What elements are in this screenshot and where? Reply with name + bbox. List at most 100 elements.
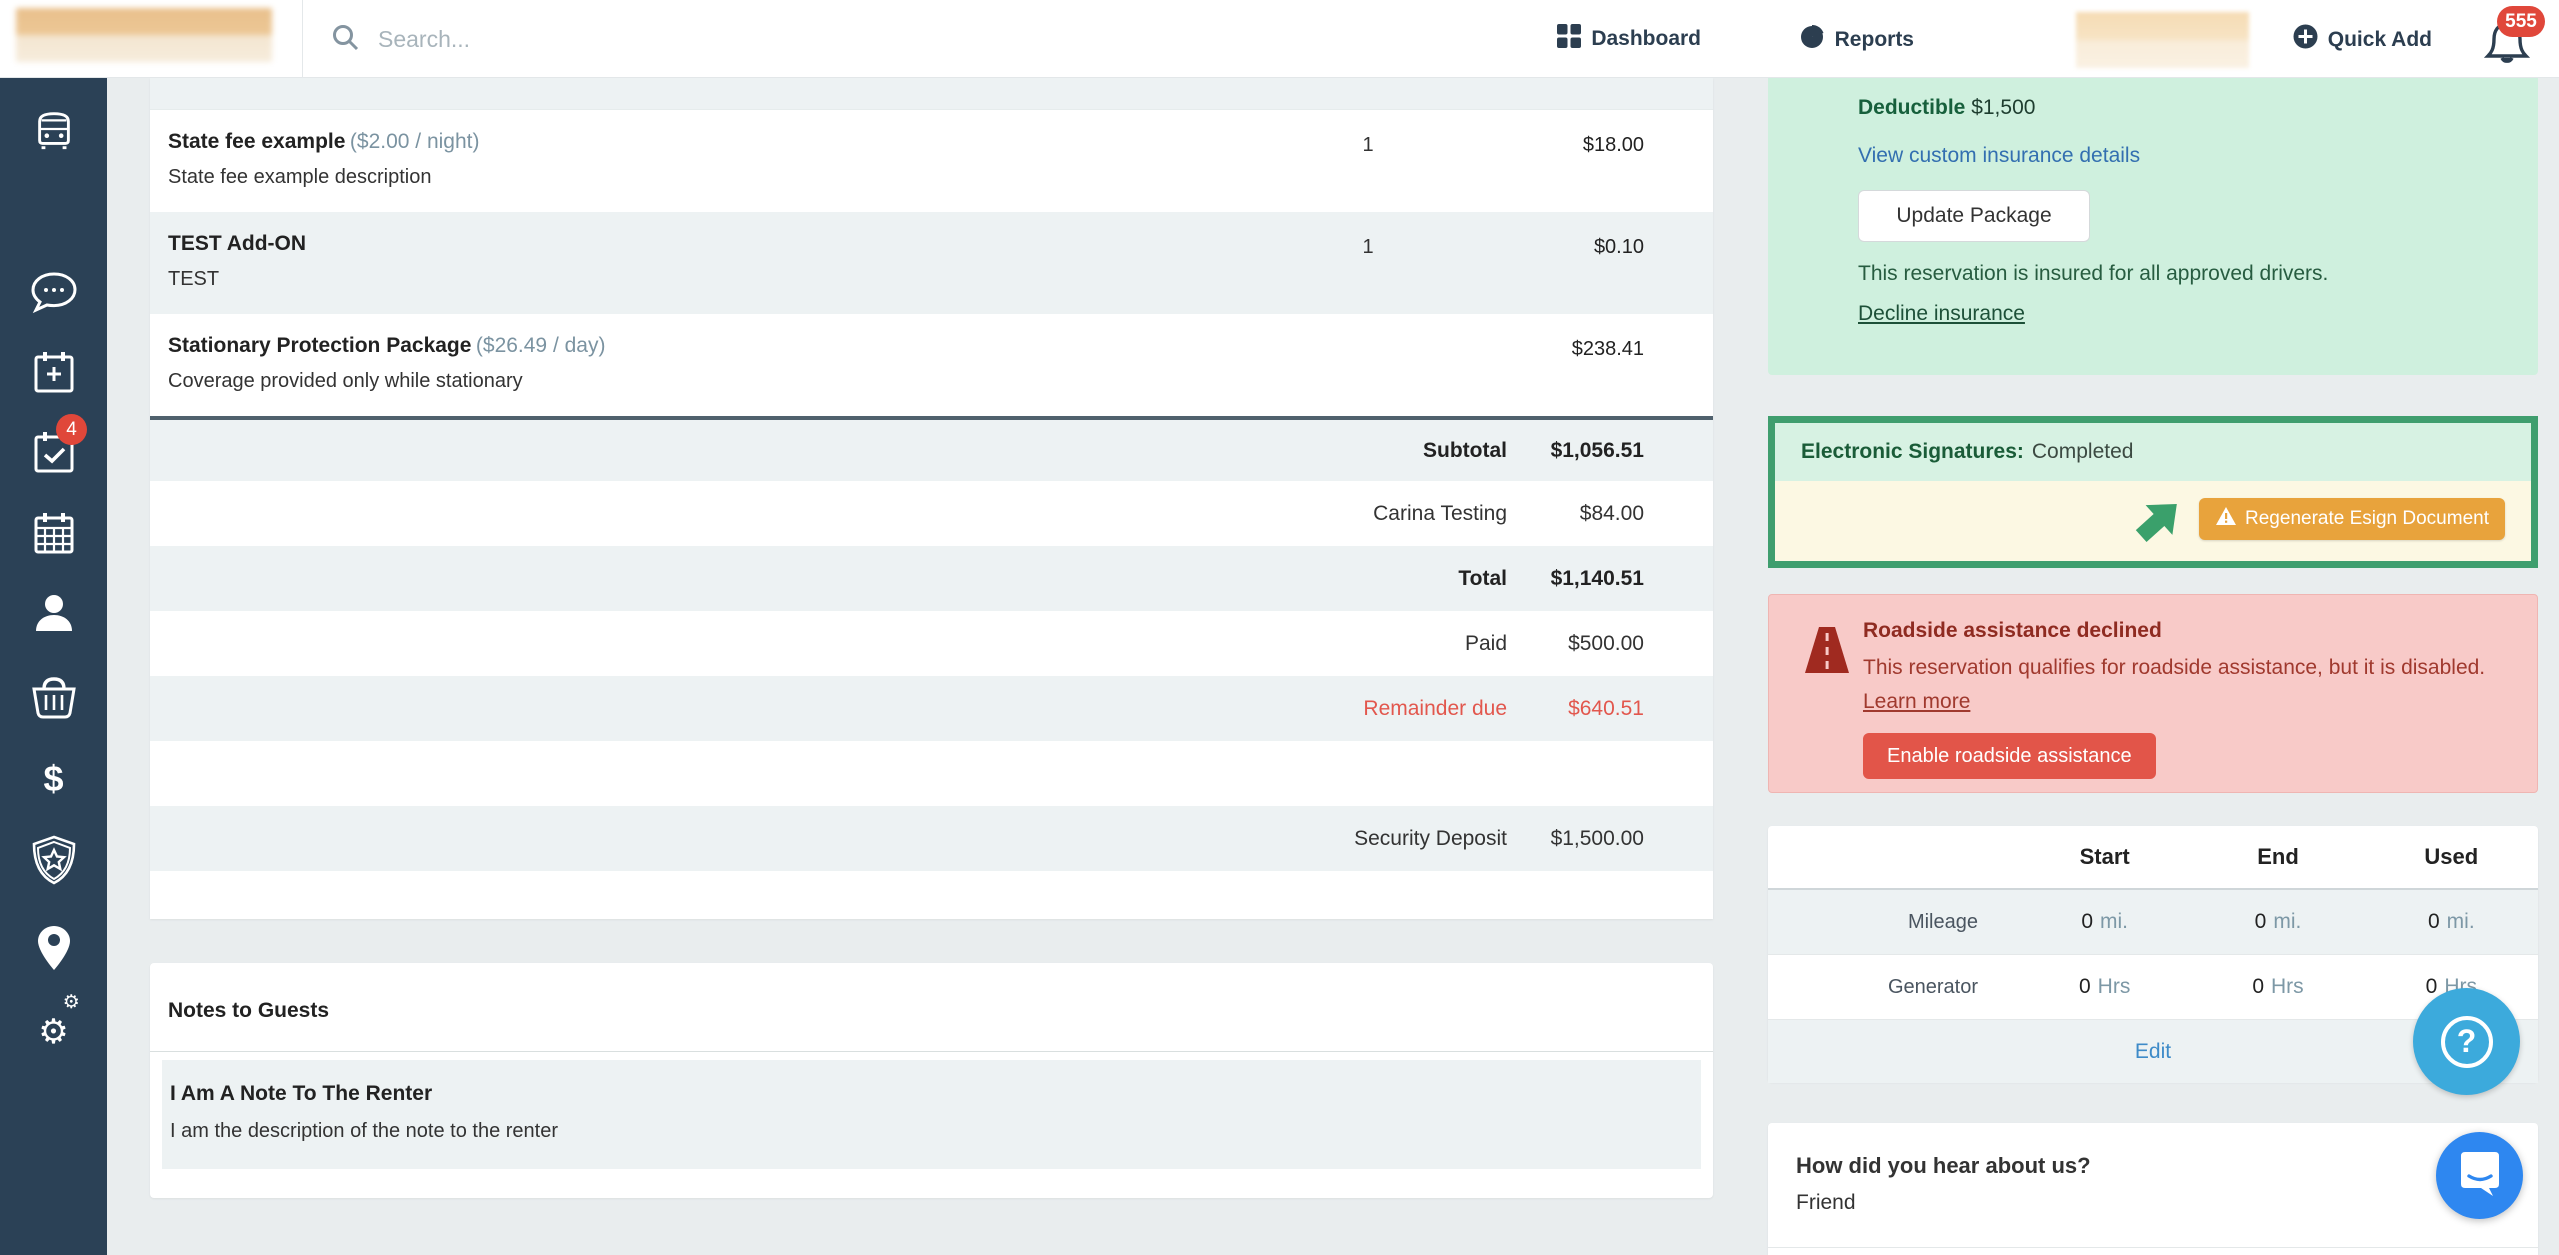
chat-bubble-icon <box>29 270 79 319</box>
sidebar-item-contacts[interactable] <box>0 587 107 643</box>
security-deposit-row: Security Deposit $1,500.00 <box>150 806 1713 871</box>
notes-to-guests-card: Notes to Guests I Am A Note To The Rente… <box>150 963 1713 1198</box>
navbar-divider <box>302 0 303 78</box>
cursor-arrow-annotation <box>2127 489 2191 556</box>
learn-more-link[interactable]: Learn more <box>1863 690 1971 714</box>
sidebar-item-calendar-check[interactable]: 4 <box>0 414 107 482</box>
sidebar-badge: 4 <box>56 414 87 445</box>
generator-label: Generator <box>1887 975 1978 998</box>
nav-quick-add[interactable]: Quick Add <box>2293 24 2432 55</box>
usage-col-end: End <box>2257 844 2299 869</box>
usage-col-used: Used <box>2424 844 2479 869</box>
line-item-description: State fee example description <box>168 166 432 188</box>
rv-icon <box>31 105 77 158</box>
line-item-title: TEST Add-ON <box>168 232 307 255</box>
decline-insurance-link[interactable]: Decline insurance <box>1858 302 2025 325</box>
shield-star-icon <box>30 835 78 892</box>
note-title: I Am A Note To The Renter <box>170 1082 433 1105</box>
remainder-amount: $640.51 <box>1568 696 1644 720</box>
referral-card: How did you hear about us? Friend <box>1768 1123 2538 1255</box>
location-pin-icon <box>36 924 72 977</box>
billing-line-item: TEST Add-ON TEST 1 $0.10 <box>150 212 1713 314</box>
regenerate-esign-button[interactable]: Regenerate Esign Document <box>2199 498 2505 540</box>
nav-reports-label: Reports <box>1834 28 1914 51</box>
regenerate-esign-label: Regenerate Esign Document <box>2245 508 2489 529</box>
roadside-alert: Roadside assistance declined This reserv… <box>1768 594 2538 793</box>
referral-question: How did you hear about us? <box>1796 1153 2091 1178</box>
billing-line-item: State fee example ($2.00 / night) State … <box>150 110 1713 212</box>
edit-link[interactable]: Edit <box>2134 1039 2172 1063</box>
remainder-label: Remainder due <box>1363 696 1507 720</box>
total-row: Total $1,140.51 <box>150 546 1713 611</box>
fee-label: Carina Testing <box>1373 501 1507 525</box>
question-mark-icon: ? <box>2440 1015 2493 1068</box>
update-package-button[interactable]: Update Package <box>1858 190 2090 242</box>
plus-circle-icon <box>2293 24 2318 55</box>
deductible-value: $1,500 <box>1971 96 2036 119</box>
divider <box>1768 1247 2538 1248</box>
redacted-nav-item[interactable] <box>2076 12 2249 68</box>
mileage-row: Mileage 0 mi. 0 mi. 0 mi. <box>1768 890 2538 955</box>
calendar-plus-icon <box>32 349 76 400</box>
sidebar-item-calendar-add[interactable] <box>0 346 107 402</box>
help-button[interactable]: ? <box>2413 988 2520 1095</box>
sidebar-item-vehicles[interactable] <box>0 103 107 159</box>
left-sidebar: 4 <box>0 78 107 1255</box>
basket-icon <box>30 675 78 724</box>
line-item-amount: $238.41 <box>1571 338 1644 360</box>
sidebar-item-calendar[interactable] <box>0 507 107 563</box>
view-insurance-details-link[interactable]: View custom insurance details <box>1858 144 2141 167</box>
spacer-row <box>150 741 1713 806</box>
nav-reports[interactable]: Reports <box>1799 24 1914 56</box>
line-item-description: TEST <box>168 268 220 290</box>
sidebar-item-store[interactable] <box>0 671 107 727</box>
sidebar-item-locations[interactable] <box>0 922 107 978</box>
divider <box>150 1051 1713 1052</box>
note-item: I Am A Note To The Renter I am the descr… <box>162 1060 1701 1169</box>
search-icon <box>330 22 360 57</box>
security-deposit-label: Security Deposit <box>1354 826 1507 850</box>
sidebar-item-settings[interactable]: ⚙ ⚙ <box>0 992 107 1060</box>
subtotal-label: Subtotal <box>1423 438 1507 462</box>
search-input[interactable] <box>378 25 978 53</box>
nav-dashboard[interactable]: Dashboard <box>1557 24 1701 54</box>
nav-quick-add-label: Quick Add <box>2327 27 2432 51</box>
notifications-bell[interactable]: 555 <box>2481 6 2545 72</box>
mileage-label: Mileage <box>1907 910 1978 933</box>
pie-chart-icon <box>1799 24 1825 56</box>
line-item-description: Coverage provided only while stationary <box>168 370 523 392</box>
subtotal-row: Subtotal $1,056.51 <box>150 416 1713 481</box>
note-description: I am the description of the note to the … <box>170 1120 559 1142</box>
deductible-label: Deductible <box>1858 96 1966 119</box>
line-item-rate: ($26.49 / day) <box>475 334 606 357</box>
calendar-grid-icon <box>32 510 76 561</box>
paid-label: Paid <box>1464 631 1507 655</box>
line-item-title: State fee example <box>168 130 346 153</box>
person-icon <box>32 591 76 640</box>
sidebar-item-insurance[interactable] <box>0 835 107 891</box>
insured-text: This reservation is insured for all appr… <box>1858 262 2329 285</box>
usage-edit-row: Edit <box>1768 1020 2538 1083</box>
billing-row-clipped <box>150 78 1713 110</box>
dashboard-grid-icon <box>1557 24 1582 54</box>
sidebar-item-messages[interactable] <box>0 266 107 322</box>
fee-amount: $84.00 <box>1579 501 1644 525</box>
sidebar-item-payments[interactable]: $ <box>0 751 107 807</box>
generator-end-value: 0 <box>2252 975 2264 998</box>
billing-card: State fee example ($2.00 / night) State … <box>150 78 1713 919</box>
app-logo[interactable] <box>16 8 272 62</box>
security-deposit-amount: $1,500.00 <box>1550 826 1644 850</box>
warning-triangle-icon <box>2215 506 2237 532</box>
roadside-body-text: This reservation qualifies for roadside … <box>1863 656 2486 679</box>
mileage-end-value: 0 <box>2254 910 2267 933</box>
remainder-row: Remainder due $640.51 <box>150 676 1713 741</box>
chat-intercom-button[interactable] <box>2436 1132 2523 1219</box>
usage-col-start: Start <box>2079 844 2130 869</box>
bell-icon <box>2481 22 2533 72</box>
dollar-icon: $ <box>43 758 64 799</box>
gears-icon: ⚙ ⚙ <box>38 992 80 1051</box>
line-item-qty: 1 <box>1362 134 1374 156</box>
notes-section-title: Notes to Guests <box>168 999 330 1022</box>
enable-roadside-button[interactable]: Enable roadside assistance <box>1863 733 2156 780</box>
generator-row: Generator 0 Hrs 0 Hrs 0 Hrs <box>1768 955 2538 1020</box>
